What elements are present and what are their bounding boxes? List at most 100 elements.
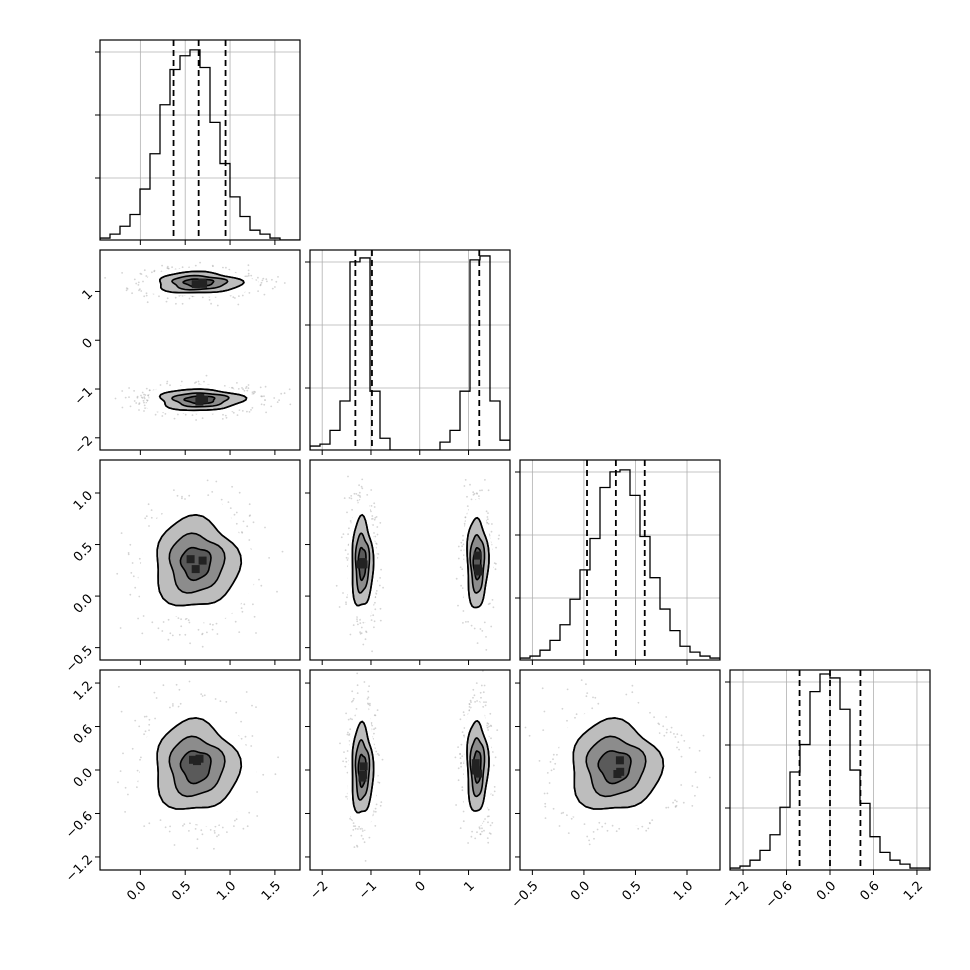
scatter-point: [472, 491, 475, 494]
scatter-point: [188, 680, 191, 683]
density-core: [473, 551, 482, 560]
scatter-point: [138, 289, 140, 292]
scatter-point: [248, 411, 251, 413]
panel-frame: [309, 249, 511, 451]
scatter-point: [181, 495, 183, 498]
scatter-point: [222, 266, 224, 269]
scatter-point: [257, 290, 259, 292]
density-core: [200, 395, 208, 404]
scatter-point: [493, 562, 496, 564]
scatter-point: [278, 399, 280, 402]
scatter-point: [347, 475, 349, 478]
scatter-point: [146, 301, 149, 304]
scatter-point: [215, 622, 218, 625]
scatter-point: [201, 296, 204, 299]
scatter-point: [346, 596, 348, 599]
scatter-point: [167, 267, 170, 270]
scatter-point: [154, 413, 157, 416]
scatter-point: [252, 521, 255, 524]
scatter-point: [263, 399, 266, 401]
scatter-point: [241, 294, 244, 297]
scatter-point: [251, 407, 254, 409]
scatter-point: [375, 590, 378, 592]
scatter-point: [220, 498, 223, 501]
scatter-point: [225, 266, 227, 269]
scatter-point: [346, 559, 349, 561]
scatter-point: [145, 294, 148, 297]
scatter-point: [356, 499, 359, 502]
scatter-point: [144, 730, 147, 733]
density-core: [198, 556, 207, 565]
scatter-point: [180, 618, 183, 621]
scatter-point: [173, 489, 175, 491]
scatter-point: [223, 385, 226, 387]
scatter-point: [460, 584, 462, 587]
scatter-point: [481, 630, 484, 632]
scatter-point: [162, 684, 165, 687]
scatter-point: [124, 396, 127, 399]
scatter-point: [138, 403, 141, 405]
scatter-point: [485, 649, 488, 651]
histogram-0: [100, 49, 300, 240]
scatter-point: [235, 711, 238, 714]
scatter-point: [256, 815, 259, 817]
panel-1-2: [305, 459, 511, 665]
scatter-point: [121, 272, 123, 274]
scatter-point: [340, 536, 343, 539]
scatter-point: [457, 557, 460, 560]
scatter-point: [114, 397, 117, 400]
scatter-point: [485, 636, 487, 638]
scatter-point: [250, 274, 253, 277]
scatter-point: [201, 417, 204, 420]
scatter-point: [253, 615, 256, 618]
scatter-point: [227, 501, 230, 503]
scatter-point: [370, 505, 373, 507]
scatter-point: [225, 416, 228, 419]
scatter-point: [221, 826, 224, 829]
scatter-point: [373, 626, 375, 629]
scatter-point: [254, 391, 256, 393]
scatter-point: [275, 280, 278, 283]
scatter-point: [189, 822, 191, 825]
scatter-point: [161, 264, 164, 267]
scatter-point: [240, 737, 243, 740]
scatter-point: [373, 506, 376, 508]
scatter-point: [469, 483, 471, 486]
density-contour: [159, 270, 245, 294]
scatter-point: [222, 413, 224, 416]
scatter-point: [161, 630, 164, 632]
scatter-point: [133, 390, 136, 392]
scatter-point: [176, 494, 179, 497]
scatter-point: [462, 539, 464, 542]
scatter-point: [259, 386, 262, 389]
scatter-point: [378, 584, 381, 587]
scatter-point: [479, 628, 482, 630]
scatter-point: [484, 479, 486, 481]
scatter-point: [380, 568, 382, 571]
scatter-point: [461, 545, 463, 548]
scatter-point: [486, 516, 489, 518]
scatter-point: [373, 532, 375, 534]
scatter-point: [288, 388, 291, 391]
scatter-point: [361, 478, 364, 481]
scatter-point: [377, 553, 380, 555]
scatter-point: [178, 633, 181, 636]
scatter-point: [188, 621, 191, 624]
scatter-point: [180, 625, 183, 628]
scatter-point: [361, 487, 364, 490]
scatter-point: [374, 516, 377, 519]
scatter-point: [172, 703, 174, 705]
scatter-point: [166, 297, 169, 300]
scatter-point: [137, 284, 140, 286]
density-contour: [466, 516, 490, 609]
scatter-point: [370, 619, 373, 621]
scatter-point: [175, 302, 177, 305]
scatter-point: [265, 278, 268, 281]
scatter-point: [376, 533, 379, 536]
scatter-point: [259, 284, 262, 287]
scatter-point: [280, 392, 283, 395]
scatter-point: [167, 638, 170, 641]
scatter-point: [188, 494, 191, 497]
scatter-point: [247, 387, 250, 390]
scatter-point: [166, 380, 169, 383]
